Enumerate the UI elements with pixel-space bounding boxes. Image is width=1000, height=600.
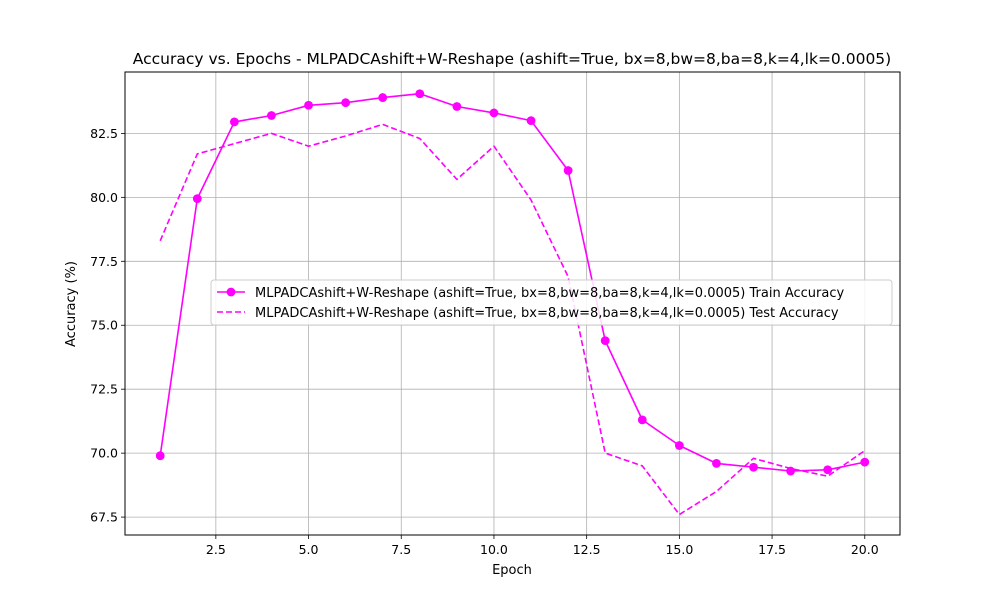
x-tick-label: 20.0: [851, 542, 879, 557]
series-layer: [155, 89, 870, 516]
x-tick-label: 15.0: [665, 542, 693, 557]
y-tick-label: 75.0: [90, 318, 118, 333]
train-accuracy-point: [600, 336, 610, 345]
legend-test-label: MLPADCAshift+W-Reshape (ashift=True, bx=…: [255, 306, 839, 321]
train-accuracy-point: [155, 451, 165, 461]
train-accuracy-point: [637, 415, 647, 425]
y-axis-label: Accuracy (%): [64, 261, 79, 347]
x-tick-label: 2.5: [206, 542, 226, 557]
train-accuracy-point: [712, 458, 721, 468]
train-accuracy-point: [563, 166, 573, 175]
x-tick-label: 12.5: [573, 542, 601, 557]
train-accuracy-point: [304, 100, 313, 110]
train-accuracy-line: [159, 92, 865, 472]
y-tick-label: 82.5: [90, 126, 118, 141]
x-axis-ticks: 2.5 5.0 7.5 10.0 12.5 15.0 17.5 20.0: [206, 535, 879, 557]
plot-area-frame: [124, 71, 901, 536]
y-tick-label: 80.0: [90, 190, 118, 205]
chart-title: Accuracy vs. Epochs - MLPADCAshift+W-Res…: [133, 50, 891, 68]
train-accuracy-point: [192, 194, 202, 204]
train-accuracy-point: [860, 457, 870, 467]
train-accuracy-point: [341, 98, 351, 108]
train-accuracy-point: [415, 89, 425, 99]
x-tick-label: 17.5: [758, 542, 786, 557]
legend-train-marker-swatch: [226, 287, 236, 297]
train-accuracy-point: [674, 441, 684, 450]
train-accuracy-point: [267, 111, 276, 120]
x-tick-label: 5.0: [299, 542, 319, 557]
train-accuracy-point: [823, 465, 833, 475]
y-tick-label: 77.5: [90, 254, 118, 269]
x-tick-label: 7.5: [391, 542, 411, 557]
y-tick-label: 67.5: [90, 510, 118, 525]
legend-box: [210, 279, 893, 326]
train-accuracy-point: [378, 93, 388, 102]
train-accuracy-point: [452, 102, 462, 111]
train-accuracy-point: [749, 462, 758, 472]
train-accuracy-point: [786, 466, 796, 476]
x-tick-label: 10.0: [480, 542, 508, 557]
legend-train-label: MLPADCAshift+W-Reshape (ashift=True, bx=…: [255, 286, 844, 301]
train-accuracy-point: [489, 108, 499, 118]
legend: MLPADCAshift+W-Reshape (ashift=True, bx=…: [210, 279, 893, 326]
y-axis-ticks: 67.5 70.0 72.5 75.0 77.5 80.0 82.5: [90, 126, 125, 525]
y-tick-label: 72.5: [90, 382, 118, 397]
x-axis-label: Epoch: [492, 563, 532, 578]
train-accuracy-point: [229, 117, 239, 127]
train-accuracy-point: [526, 116, 536, 126]
test-accuracy-line: [159, 123, 866, 516]
y-tick-label: 70.0: [90, 446, 118, 461]
